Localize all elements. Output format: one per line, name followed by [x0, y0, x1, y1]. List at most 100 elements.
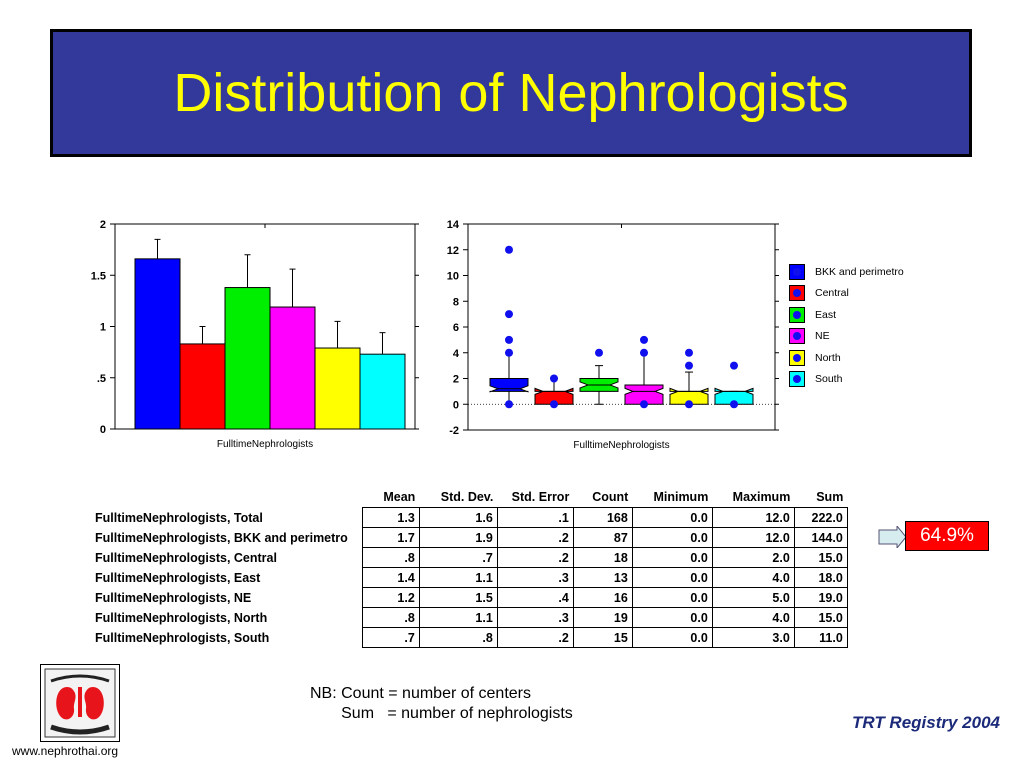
table-cell: .2: [496, 547, 574, 568]
table-cell: .3: [496, 607, 574, 628]
table-row: FulltimeNephrologists, Central .8.7.2 18 0.…: [92, 547, 848, 568]
legend-swatch: [789, 328, 805, 345]
outlier-point: [730, 400, 738, 409]
col-header: Mean: [383, 490, 416, 504]
box: [534, 387, 574, 405]
outlier-point: [685, 348, 693, 357]
legend-item: East: [789, 304, 929, 326]
bar: [179, 343, 226, 430]
table-cell: 3.0: [711, 627, 795, 648]
table-cell: .8: [418, 627, 498, 648]
box: [714, 387, 754, 405]
table-row: FulltimeNephrologists, NE 1.2 1.5.4 16 0.0 5.…: [92, 587, 848, 608]
callout-arrow: [878, 526, 907, 548]
legend-dot-icon: [793, 353, 801, 362]
stats-table: Mean Std. Dev. Std. Error Count Minimum …: [92, 487, 848, 648]
table-cell: 1.7: [361, 527, 420, 548]
table-cell: 16: [572, 587, 633, 608]
website-link[interactable]: www.nephrothai.org: [12, 744, 119, 758]
col-header: Std. Error: [511, 490, 570, 504]
outlier-point: [505, 400, 513, 409]
row-label: FulltimeNephrologists, South: [95, 630, 270, 645]
table-cell: 1.5: [418, 587, 498, 608]
table-cell: 4.0: [711, 567, 795, 588]
outlier-point: [505, 310, 513, 319]
outlier-point: [640, 335, 648, 344]
percentage-callout: 64.9%: [905, 521, 989, 551]
table-cell: 0.0: [631, 607, 713, 628]
col-header: Sum: [816, 490, 844, 504]
outlier-point: [550, 374, 558, 383]
legend-swatch: [789, 263, 805, 280]
table-cell: 13: [572, 567, 633, 588]
col-header: Count: [592, 490, 629, 504]
table-cell: 1.1: [418, 567, 498, 588]
table-cell: 0.0: [631, 587, 713, 608]
outlier-point: [640, 400, 648, 409]
outlier-point: [505, 348, 513, 357]
legend-item: BKK and perimetro: [789, 261, 929, 283]
row-label: FulltimeNephrologists, Central: [95, 550, 277, 565]
table-cell: 1.3: [361, 507, 420, 528]
table-cell: 1.4: [361, 567, 420, 588]
legend-item: North: [789, 347, 929, 369]
table-cell: 168: [572, 507, 633, 528]
outlier-point: [685, 361, 693, 370]
x-axis-label: FulltimeNephrologists: [217, 439, 313, 450]
row-label: FulltimeNephrologists, Total: [95, 510, 263, 525]
row-label: FulltimeNephrologists, East: [95, 570, 261, 585]
legend-dot-icon: [793, 332, 801, 341]
table-cell: 0.0: [631, 627, 713, 648]
y-tick-label: 14: [447, 219, 460, 231]
table-cell: 19: [572, 607, 633, 628]
bar: [314, 347, 361, 430]
table-cell: 0.0: [631, 507, 713, 528]
table-cell: .4: [496, 587, 574, 608]
table-cell: 15.0: [793, 547, 848, 568]
outlier-point: [505, 335, 513, 344]
legend-dot-icon: [793, 375, 801, 384]
y-tick-label: -2: [449, 425, 459, 437]
table-cell: 0.0: [631, 527, 713, 548]
legend-dot-icon: [793, 310, 801, 319]
y-tick-label: 4: [453, 348, 460, 360]
y-tick-label: 8: [453, 296, 459, 308]
table-row: FulltimeNephrologists, Total 1.3 1.6.1 168 0…: [92, 507, 848, 528]
registry-label: TRT Registry 2004: [851, 713, 1000, 732]
legend-dot-icon: [793, 267, 801, 276]
row-label: FulltimeNephrologists, BKK and perimetro: [95, 530, 348, 545]
outlier-point: [595, 348, 603, 357]
table-cell: 19.0: [793, 587, 848, 608]
col-header: Std. Dev.: [440, 490, 494, 504]
table-cell: 1.1: [418, 607, 498, 628]
y-tick-label: 0: [100, 424, 106, 436]
table-cell: 0.0: [631, 567, 713, 588]
table-cell: 222.0: [793, 507, 848, 528]
table-cell: 18.0: [793, 567, 848, 588]
table-cell: 1.9: [418, 527, 498, 548]
table-cell: .3: [496, 567, 574, 588]
legend-label: NE: [815, 330, 830, 343]
legend-swatch: [789, 306, 805, 323]
table-cell: .8: [361, 547, 420, 568]
legend-label: BKK and perimetro: [815, 265, 904, 278]
table-cell: 15.0: [793, 607, 848, 628]
legend-label: Central: [815, 287, 849, 300]
table-cell: 5.0: [711, 587, 795, 608]
legend-swatch: [789, 371, 805, 388]
table-row: FulltimeNephrologists, North .8 1.1.3 19 0.0…: [92, 607, 848, 628]
table-row: FulltimeNephrologists, East 1.4 1.1.3 13 0.0…: [92, 567, 848, 588]
box-plot: -2 0 2 4 6 8 10 12 14 FulltimeNephrologists: [447, 219, 779, 451]
table-cell: .8: [361, 607, 420, 628]
table-cell: 2.0: [711, 547, 795, 568]
outlier-point: [550, 400, 558, 409]
legend-label: North: [815, 351, 841, 364]
title-banner: Distribution of Nephrologists: [50, 29, 972, 157]
box: [489, 378, 529, 393]
legend-swatch: [789, 349, 805, 366]
outlier-point: [730, 361, 738, 370]
y-tick-label: 2: [453, 374, 459, 386]
y-tick-label: 1: [100, 322, 106, 334]
col-header: Maximum: [732, 490, 791, 504]
y-tick-label: 0: [453, 399, 459, 411]
